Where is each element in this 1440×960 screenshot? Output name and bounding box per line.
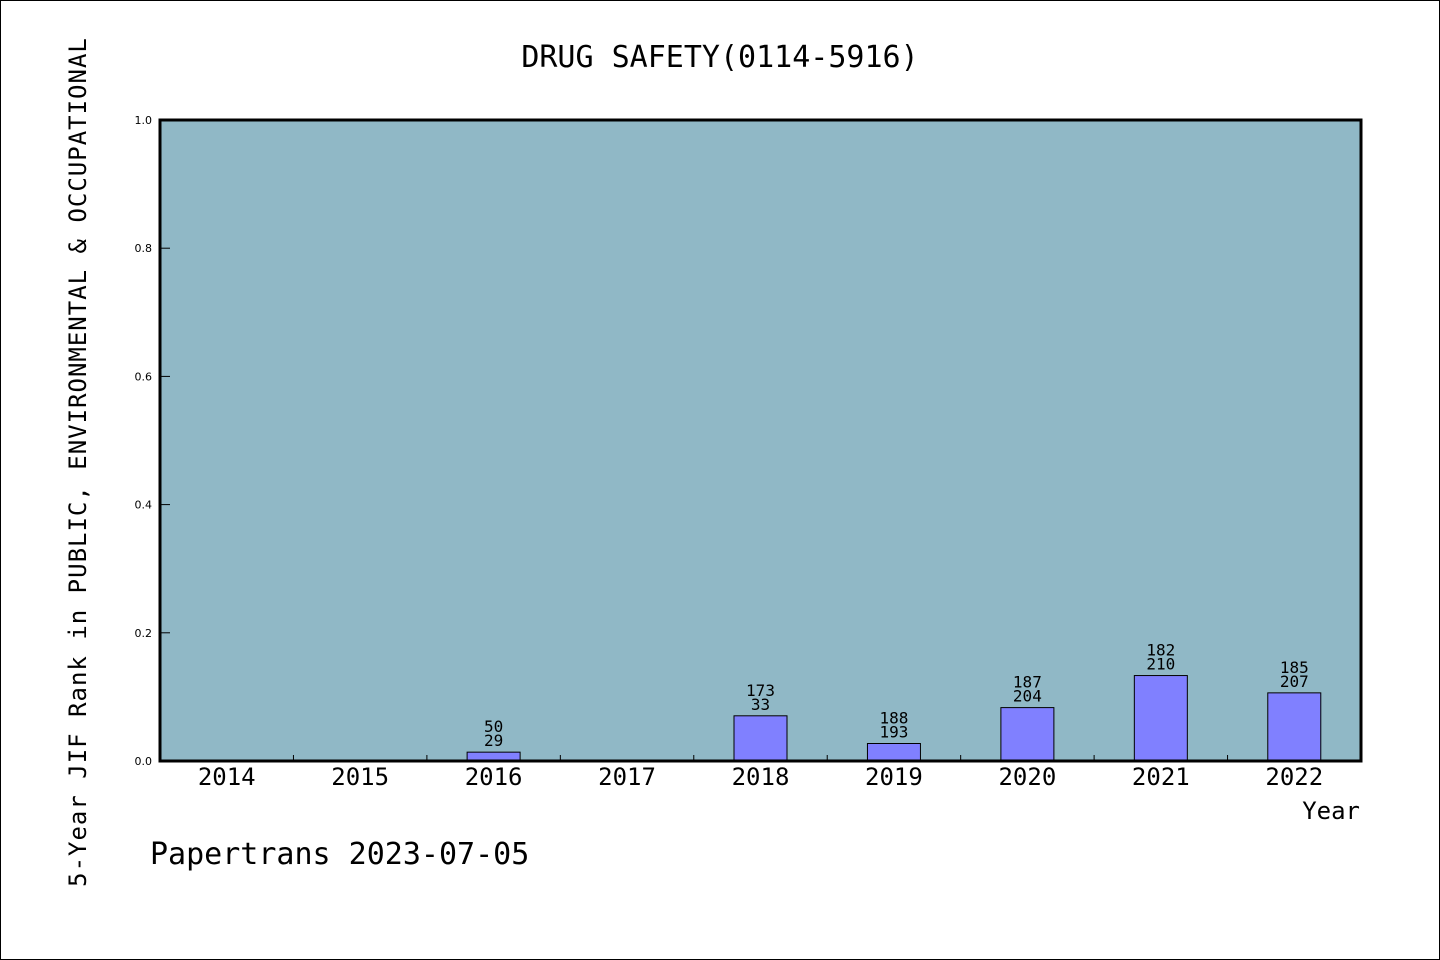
bar-label-top: 185 bbox=[1280, 658, 1309, 677]
bar-label-bottom: 207 bbox=[1280, 672, 1309, 691]
bar-label-bottom: 193 bbox=[879, 723, 908, 742]
bar-label-top: 50 bbox=[484, 717, 503, 736]
x-tick-label: 2019 bbox=[865, 763, 923, 791]
bar-2021 bbox=[1133, 675, 1188, 762]
bar-label-bottom: 33 bbox=[751, 695, 770, 714]
y-axis-label: 5-Year JIF Rank in PUBLIC, ENVIRONMENTAL… bbox=[64, 37, 92, 887]
bar-label-top: 188 bbox=[879, 709, 908, 728]
y-tick-label: 0.8 bbox=[135, 242, 153, 255]
x-axis-label: Year bbox=[1302, 797, 1360, 825]
y-tick-label: 0.4 bbox=[135, 499, 153, 512]
y-tick-label: 0.2 bbox=[135, 627, 153, 640]
bar-2018 bbox=[733, 715, 788, 762]
x-tick-label: 2016 bbox=[465, 763, 523, 791]
bar-label-top: 182 bbox=[1146, 641, 1175, 660]
bar-label-bottom: 29 bbox=[484, 731, 503, 750]
x-tick-label: 2020 bbox=[998, 763, 1056, 791]
bar-label-top: 173 bbox=[746, 681, 775, 700]
y-tick-label: 1.0 bbox=[135, 114, 153, 127]
x-tick-label: 2014 bbox=[198, 763, 256, 791]
plot-area bbox=[160, 120, 1361, 761]
chart-title: DRUG SAFETY(0114-5916) bbox=[521, 40, 918, 75]
x-tick-label: 2015 bbox=[331, 763, 389, 791]
y-tick-label: 0.6 bbox=[135, 370, 153, 383]
bar-2022 bbox=[1267, 692, 1322, 762]
bar-label-top: 187 bbox=[1013, 673, 1042, 692]
x-tick-label: 2018 bbox=[732, 763, 790, 791]
bar-label-bottom: 204 bbox=[1013, 687, 1042, 706]
bar-label-bottom: 210 bbox=[1146, 655, 1175, 674]
bar-2019 bbox=[866, 743, 921, 762]
x-tick-label: 2021 bbox=[1132, 763, 1190, 791]
y-tick-label: 0.0 bbox=[135, 755, 153, 768]
plot-border bbox=[158, 118, 1363, 763]
bar-2020 bbox=[1000, 707, 1055, 762]
footer-text: Papertrans 2023-07-05 bbox=[150, 837, 529, 872]
x-tick-label: 2022 bbox=[1265, 763, 1323, 791]
x-tick-label: 2017 bbox=[598, 763, 656, 791]
